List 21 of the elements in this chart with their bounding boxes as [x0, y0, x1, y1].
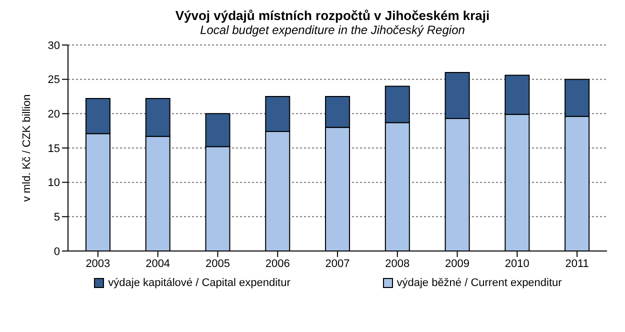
x-tick-label: 2005 — [205, 258, 230, 270]
x-tick-label: 2008 — [385, 258, 410, 270]
chart-subtitle: Local budget expenditure in the Jihočeský Region — [199, 23, 466, 37]
x-tick-label: 2007 — [325, 258, 350, 270]
x-tick-label: 2011 — [565, 258, 589, 270]
x-tick-label: 2004 — [146, 258, 170, 270]
y-axis-title: v mld. Kč / CZK billion — [20, 94, 33, 202]
x-tick-label: 2003 — [86, 258, 110, 270]
x-tick-label: 2006 — [265, 258, 290, 270]
y-tick-label: 5 — [54, 212, 60, 224]
y-tick-label: 10 — [48, 177, 60, 190]
y-tick-label: 25 — [48, 74, 60, 86]
legend-label: výdaje běžné / Current expenditur — [396, 277, 562, 289]
chart-title: Vývoj výdajů místních rozpočtů v Jihočeském kraji — [174, 8, 491, 23]
y-tick-label: 20 — [48, 108, 60, 121]
y-tick-label: 15 — [48, 142, 60, 155]
x-tick-label: 2009 — [445, 258, 470, 270]
y-tick-label: 30 — [48, 40, 60, 52]
x-tick-label: 2010 — [504, 258, 530, 270]
legend-label: výdaje kapitálové / Capital expenditur — [108, 277, 290, 289]
y-tick-label: 0 — [54, 246, 60, 258]
